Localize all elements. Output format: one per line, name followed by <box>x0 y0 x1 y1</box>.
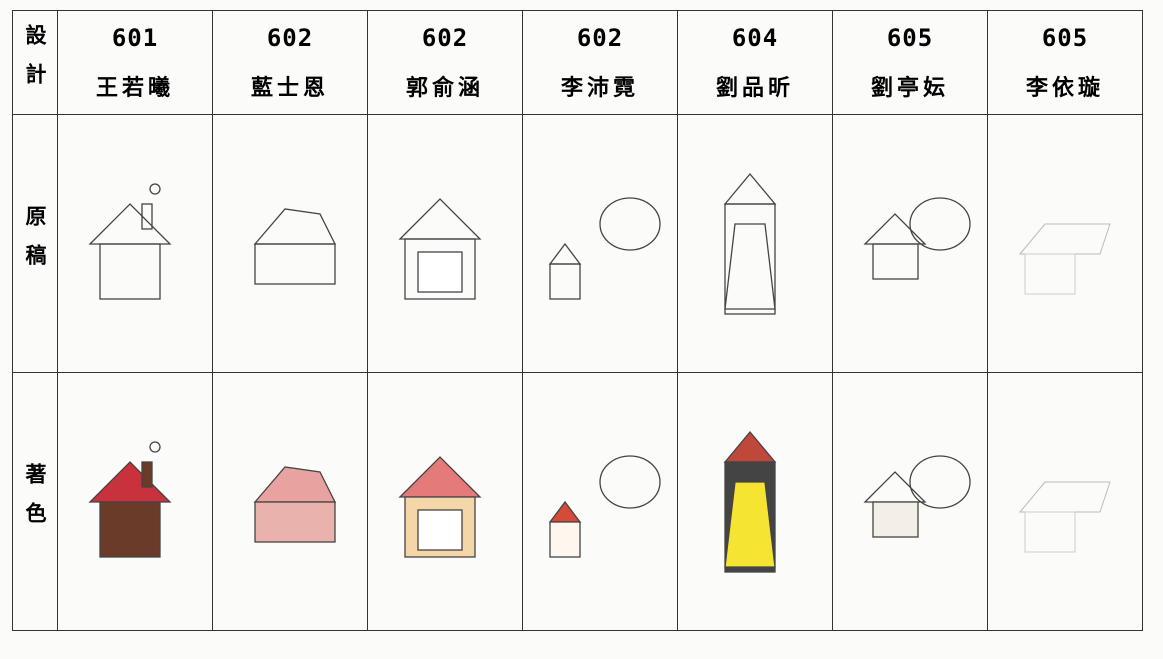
class-number: 604 <box>731 23 779 52</box>
class-number: 602 <box>266 23 314 52</box>
row-label: 原稿 <box>23 204 48 283</box>
class-number: 602 <box>576 23 624 52</box>
drawing-cell <box>677 114 833 373</box>
drawing-cell <box>677 372 833 631</box>
drawing <box>723 172 777 315</box>
student-name: 劉亭妘 <box>870 74 949 101</box>
student-name: 劉品昕 <box>715 74 794 101</box>
drawing-cell <box>367 114 523 373</box>
class-number: 602 <box>421 23 469 52</box>
header-row: 設計 601 王若曦 602 藍士恩 602 郭俞涵 602 李沛霓 604 劉品昕 605 劉亭妘 6… <box>12 10 1143 115</box>
header-cell: 602 藍士恩 <box>212 10 368 115</box>
design-table: 設計 601 王若曦 602 藍士恩 602 郭俞涵 602 李沛霓 604 劉品昕 605 劉亭妘 6… <box>12 10 1143 631</box>
class-number: 601 <box>111 23 159 52</box>
drawing <box>863 196 971 280</box>
drawing <box>398 197 482 300</box>
drawing-cell <box>832 114 988 373</box>
drawing <box>253 465 337 543</box>
corner-label: 設計 <box>23 23 48 102</box>
drawing <box>1018 223 1111 294</box>
header-cell: 605 李依璇 <box>987 10 1143 115</box>
drawing-cell <box>832 372 988 631</box>
drawing <box>548 196 661 300</box>
row-label-cell: 原稿 <box>12 114 58 373</box>
drawing-cell <box>57 372 213 631</box>
drawing-cell <box>212 114 368 373</box>
student-name: 李依璇 <box>1025 74 1104 101</box>
drawing <box>88 440 172 558</box>
drawing-cell <box>987 372 1143 631</box>
header-cell: 601 王若曦 <box>57 10 213 115</box>
header-cell: 604 劉品昕 <box>677 10 833 115</box>
student-name: 郭俞涵 <box>405 74 484 101</box>
drawing <box>1018 481 1111 552</box>
drawing <box>548 454 661 558</box>
row-label-cell: 著色 <box>12 372 58 631</box>
drawing <box>723 430 777 573</box>
class-number: 605 <box>1041 23 1089 52</box>
row-label: 著色 <box>23 462 48 541</box>
student-name: 李沛霓 <box>560 74 639 101</box>
drawing <box>398 455 482 558</box>
class-number: 605 <box>886 23 934 52</box>
corner-cell: 設計 <box>12 10 58 115</box>
student-name: 王若曦 <box>95 74 174 101</box>
student-name: 藍士恩 <box>250 74 329 101</box>
drawing-cell <box>987 114 1143 373</box>
draft-row: 原稿 <box>12 114 1143 373</box>
colored-row: 著色 <box>12 372 1143 631</box>
drawing-cell <box>57 114 213 373</box>
drawing-cell <box>212 372 368 631</box>
drawing-cell <box>522 114 678 373</box>
drawing-cell <box>522 372 678 631</box>
drawing <box>88 182 172 300</box>
header-cell: 602 李沛霓 <box>522 10 678 115</box>
drawing <box>863 454 971 538</box>
drawing <box>253 207 337 285</box>
header-cell: 602 郭俞涵 <box>367 10 523 115</box>
header-cell: 605 劉亭妘 <box>832 10 988 115</box>
drawing-cell <box>367 372 523 631</box>
